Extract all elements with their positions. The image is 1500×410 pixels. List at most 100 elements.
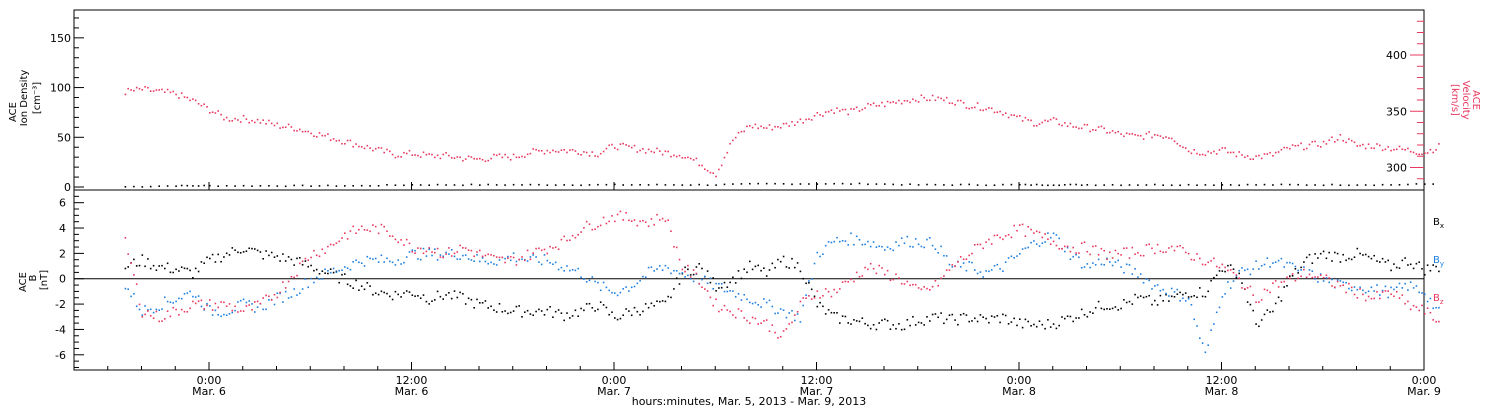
bz-point: [571, 234, 574, 237]
velocity-point: [1083, 123, 1086, 126]
by-point: [484, 260, 487, 263]
bx-point: [1415, 262, 1418, 265]
bx-point: [1117, 309, 1119, 311]
velocity-point: [127, 87, 129, 90]
by-point: [265, 308, 267, 311]
bx-point: [464, 303, 467, 305]
by-point: [124, 287, 127, 290]
bz-point: [1412, 304, 1415, 307]
bx-point: [144, 265, 146, 268]
by-point: [512, 252, 515, 254]
bx-point: [1123, 299, 1125, 301]
bz-point: [1092, 245, 1094, 248]
velocity-point: [633, 144, 636, 147]
by-point: [1255, 260, 1257, 262]
density-point: [1128, 184, 1131, 186]
by-point: [557, 268, 560, 271]
by-point: [706, 282, 709, 285]
density-point: [445, 184, 447, 186]
by-point: [580, 276, 582, 279]
velocity-point: [1190, 152, 1193, 155]
by-point: [1289, 261, 1291, 264]
bx-point: [799, 270, 802, 273]
by-point: [144, 305, 146, 307]
bz-point: [681, 268, 684, 271]
velocity-point: [574, 150, 577, 152]
bz-point: [1325, 274, 1328, 277]
velocity-point: [532, 148, 534, 150]
by-point: [228, 313, 231, 315]
bz-point: [1286, 276, 1288, 279]
by-point: [1002, 270, 1004, 272]
by-point: [540, 263, 543, 266]
bx-point: [1030, 325, 1032, 327]
bz-point: [777, 337, 779, 339]
velocity-point: [1305, 147, 1308, 150]
bz-point: [1007, 234, 1010, 236]
density-point: [479, 184, 481, 186]
density-point: [799, 183, 802, 185]
bz-point: [1145, 244, 1148, 246]
by-point: [149, 308, 152, 311]
bz-point: [434, 251, 436, 254]
bx-point: [1176, 293, 1179, 295]
density-point: [1154, 183, 1156, 186]
density-point: [588, 184, 591, 186]
bx-point: [1134, 293, 1136, 296]
by-point: [1246, 268, 1249, 271]
bx-point: [448, 292, 450, 294]
density-tick-label: 0: [64, 181, 71, 194]
by-point: [1393, 288, 1395, 291]
density-point: [377, 185, 380, 187]
velocity-point: [493, 153, 495, 156]
velocity-point: [1373, 147, 1375, 150]
bz-point: [366, 229, 369, 231]
by-point: [1123, 271, 1125, 274]
by-point: [788, 312, 790, 314]
velocity-point: [855, 106, 858, 109]
velocity-tick-label: 350: [1386, 105, 1407, 118]
bx-point: [777, 258, 779, 261]
bz-point: [580, 231, 582, 233]
velocity-point: [1016, 115, 1018, 118]
bx-point: [1325, 257, 1328, 260]
bx-point: [1263, 313, 1266, 316]
bx-point: [886, 319, 889, 322]
velocity-point: [155, 89, 158, 91]
bz-point: [619, 210, 622, 213]
bz-point: [1266, 289, 1269, 292]
bx-point: [521, 316, 523, 318]
by-point: [1426, 300, 1429, 303]
bz-point: [1024, 235, 1027, 237]
by-point: [1258, 268, 1260, 270]
density-point: [554, 184, 557, 186]
velocity-point: [999, 110, 1001, 113]
bz-point: [1213, 257, 1215, 260]
bz-point: [667, 219, 669, 221]
bz-point: [670, 230, 672, 232]
by-point: [670, 272, 672, 275]
bz-point: [1376, 291, 1378, 293]
by-point: [830, 241, 833, 244]
by-point: [1058, 237, 1060, 240]
by-point: [1019, 253, 1021, 255]
bz-point: [1064, 245, 1066, 248]
by-point: [881, 245, 883, 248]
velocity-point: [1066, 125, 1069, 127]
velocity-point: [400, 156, 402, 158]
bx-point: [1179, 291, 1181, 294]
by-point: [324, 268, 326, 271]
velocity-point: [917, 101, 920, 103]
bz-point: [254, 301, 256, 303]
density-point: [1052, 184, 1055, 186]
velocity-point: [940, 97, 942, 100]
velocity-point: [501, 156, 504, 159]
velocity-point: [484, 160, 487, 163]
by-point: [1142, 281, 1145, 284]
by-point: [1154, 285, 1156, 287]
velocity-point: [684, 157, 686, 159]
velocity-point: [1010, 114, 1013, 116]
bz-point: [740, 310, 743, 312]
by-point: [1168, 295, 1170, 297]
velocity-point: [782, 122, 785, 125]
